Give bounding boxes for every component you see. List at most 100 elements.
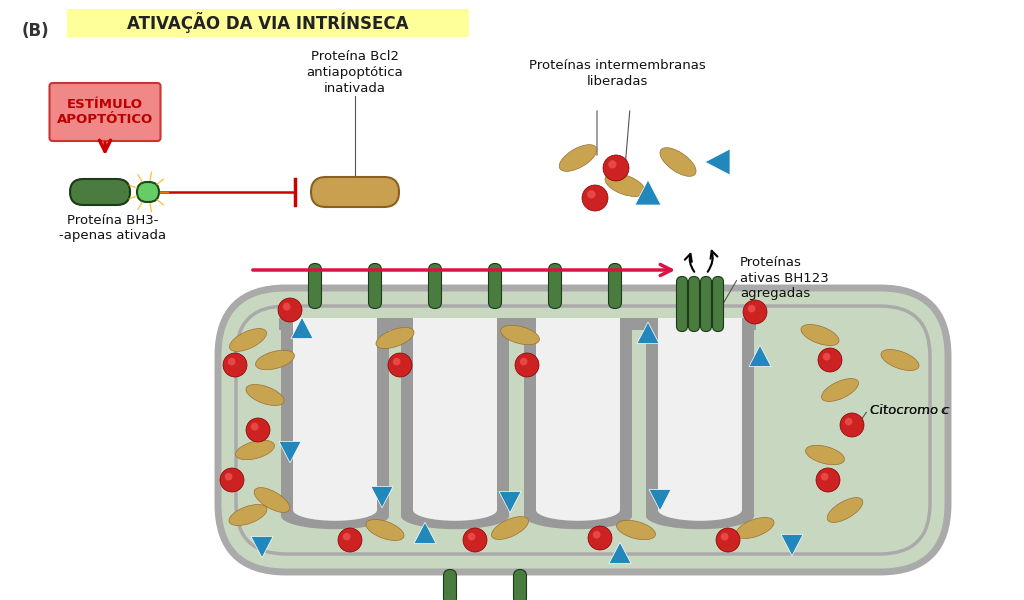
Polygon shape — [705, 149, 730, 175]
Ellipse shape — [559, 145, 597, 172]
Ellipse shape — [646, 503, 754, 529]
Bar — [377, 318, 389, 516]
Circle shape — [587, 190, 596, 199]
Ellipse shape — [256, 350, 295, 370]
Bar — [279, 318, 756, 330]
Ellipse shape — [659, 148, 696, 176]
Circle shape — [840, 413, 864, 437]
Text: Proteínas intermembranas
liberadas: Proteínas intermembranas liberadas — [528, 59, 706, 88]
Circle shape — [721, 533, 728, 541]
Ellipse shape — [366, 520, 404, 541]
Text: c: c — [940, 403, 947, 416]
Ellipse shape — [229, 505, 267, 526]
FancyBboxPatch shape — [49, 83, 161, 141]
Circle shape — [393, 358, 400, 365]
Circle shape — [278, 298, 302, 322]
Ellipse shape — [293, 499, 377, 521]
Polygon shape — [781, 535, 803, 556]
Ellipse shape — [658, 499, 742, 521]
Circle shape — [223, 353, 247, 377]
Text: ATIVAÇÃO DA VIA INTRÍNSECA: ATIVAÇÃO DA VIA INTRÍNSECA — [127, 13, 409, 34]
Ellipse shape — [524, 503, 632, 529]
Polygon shape — [291, 317, 313, 338]
Bar — [281, 318, 293, 516]
Text: (B): (B) — [22, 22, 49, 40]
Circle shape — [251, 423, 258, 430]
FancyBboxPatch shape — [700, 277, 712, 331]
Bar — [401, 318, 413, 516]
FancyBboxPatch shape — [608, 263, 622, 308]
Polygon shape — [749, 345, 771, 367]
FancyBboxPatch shape — [311, 177, 399, 207]
Circle shape — [716, 528, 740, 552]
Polygon shape — [609, 542, 631, 563]
FancyBboxPatch shape — [549, 263, 561, 308]
Ellipse shape — [246, 385, 284, 406]
Circle shape — [743, 300, 767, 324]
Bar — [536, 318, 620, 510]
Text: Proteínas
ativas BH123
agregadas: Proteínas ativas BH123 agregadas — [740, 257, 828, 299]
FancyBboxPatch shape — [137, 182, 159, 202]
Circle shape — [588, 526, 612, 550]
FancyBboxPatch shape — [236, 306, 930, 554]
FancyBboxPatch shape — [513, 569, 526, 600]
FancyBboxPatch shape — [70, 179, 130, 205]
Polygon shape — [499, 491, 521, 513]
FancyBboxPatch shape — [713, 277, 724, 331]
Polygon shape — [649, 490, 671, 511]
Ellipse shape — [616, 520, 655, 540]
Ellipse shape — [806, 445, 845, 465]
Circle shape — [520, 358, 527, 365]
Polygon shape — [371, 487, 393, 508]
Circle shape — [338, 528, 362, 552]
Circle shape — [225, 473, 232, 481]
Bar — [524, 318, 536, 516]
Ellipse shape — [821, 379, 858, 401]
Circle shape — [816, 468, 840, 492]
Ellipse shape — [605, 173, 645, 196]
Text: Proteína BH3-
-apenas ativada: Proteína BH3- -apenas ativada — [59, 214, 167, 242]
Bar — [413, 318, 497, 510]
Ellipse shape — [229, 329, 266, 352]
Ellipse shape — [536, 499, 620, 521]
Circle shape — [845, 418, 852, 425]
FancyBboxPatch shape — [677, 277, 687, 331]
Circle shape — [246, 418, 270, 442]
Polygon shape — [637, 322, 659, 343]
Circle shape — [603, 155, 629, 181]
Bar — [497, 318, 509, 516]
FancyBboxPatch shape — [443, 569, 457, 600]
FancyBboxPatch shape — [218, 288, 948, 572]
Ellipse shape — [281, 503, 389, 529]
FancyBboxPatch shape — [308, 263, 322, 308]
Polygon shape — [279, 442, 301, 463]
Ellipse shape — [376, 328, 414, 349]
Ellipse shape — [492, 517, 528, 539]
Circle shape — [220, 468, 244, 492]
Circle shape — [818, 348, 842, 372]
Polygon shape — [635, 180, 662, 205]
Text: Citocromo: Citocromo — [870, 403, 942, 416]
FancyBboxPatch shape — [428, 263, 441, 308]
Circle shape — [582, 185, 608, 211]
Ellipse shape — [401, 503, 509, 529]
Bar — [742, 318, 754, 516]
Ellipse shape — [827, 497, 863, 523]
Text: Citocromo c: Citocromo c — [870, 403, 949, 416]
Ellipse shape — [254, 488, 290, 512]
Circle shape — [463, 528, 487, 552]
Circle shape — [823, 353, 830, 361]
Ellipse shape — [801, 325, 839, 346]
Circle shape — [748, 305, 756, 313]
Ellipse shape — [413, 499, 497, 521]
Polygon shape — [414, 522, 436, 544]
Circle shape — [468, 533, 475, 541]
Circle shape — [227, 358, 236, 365]
FancyBboxPatch shape — [488, 263, 502, 308]
Circle shape — [343, 533, 350, 541]
Ellipse shape — [501, 325, 540, 345]
Ellipse shape — [236, 440, 274, 460]
Circle shape — [283, 303, 291, 310]
Bar — [646, 318, 658, 516]
Text: ESTÍMULO
APOPTÓTICO: ESTÍMULO APOPTÓTICO — [57, 98, 154, 126]
